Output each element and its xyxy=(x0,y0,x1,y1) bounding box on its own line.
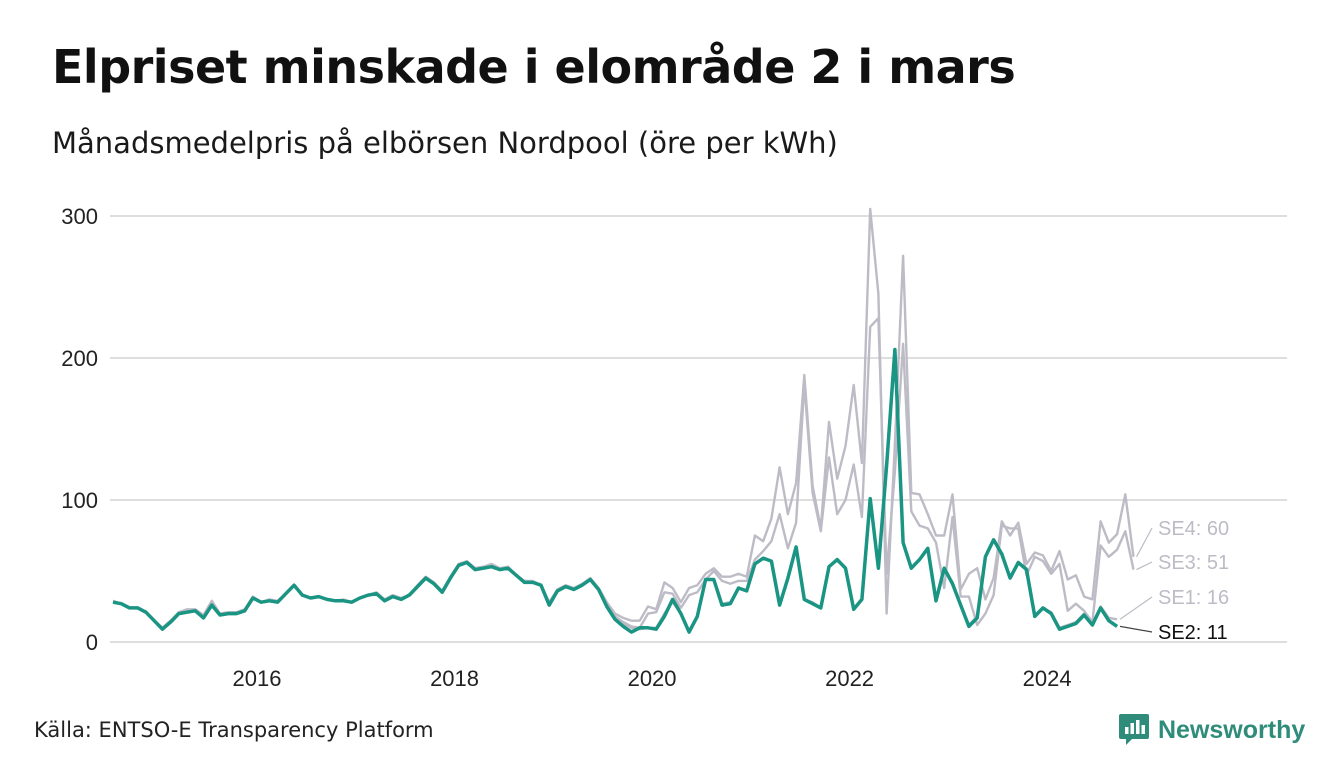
leader-line-se2 xyxy=(1119,625,1153,633)
series-line-se1 xyxy=(112,349,1118,632)
gridlines xyxy=(110,215,1287,643)
chart-subtitle: Månadsmedelpris på elbörsen Nordpool (ör… xyxy=(52,126,838,160)
series-end-label-se3: SE3: 51 xyxy=(1158,552,1229,574)
x-tick-label-2016: 2016 xyxy=(233,666,282,691)
y-axis-ticks: 0 100 200 300 xyxy=(61,204,98,655)
newsworthy-logo: Newsworthy xyxy=(1118,712,1305,748)
series-end-label-se4: SE4: 60 xyxy=(1158,518,1229,540)
x-tick-label-2018: 2018 xyxy=(430,666,479,691)
series-lines xyxy=(112,207,1135,634)
leader-line-se3 xyxy=(1136,561,1153,571)
y-tick-label-300: 300 xyxy=(61,204,98,229)
logo-text: Newsworthy xyxy=(1158,715,1306,744)
y-tick-label-100: 100 xyxy=(61,488,98,513)
series-end-label-se2: SE2: 11 xyxy=(1158,622,1228,644)
x-tick-label-2022: 2022 xyxy=(825,666,874,691)
leader-line-se4 xyxy=(1135,527,1153,558)
x-tick-label-2024: 2024 xyxy=(1023,666,1072,691)
x-axis-ticks: 2016 2018 2020 2022 2024 xyxy=(233,666,1072,691)
series-line-se2 xyxy=(112,347,1119,634)
series-end-label-se1: SE1: 16 xyxy=(1158,587,1229,609)
y-tick-label-0: 0 xyxy=(86,630,98,655)
newsworthy-logo-icon xyxy=(1119,714,1149,745)
series-end-labels: SE4: 60 SE3: 51 SE1: 16 SE2: 11 xyxy=(1119,518,1229,644)
x-tick-label-2020: 2020 xyxy=(628,666,677,691)
y-tick-label-200: 200 xyxy=(61,346,98,371)
chart-title: Elpriset minskade i elområde 2 i mars xyxy=(52,40,1016,94)
leader-line-se1 xyxy=(1119,596,1153,620)
series-line-se4 xyxy=(112,207,1135,629)
source-note: Källa: ENTSO-E Transparency Platform xyxy=(34,718,434,742)
